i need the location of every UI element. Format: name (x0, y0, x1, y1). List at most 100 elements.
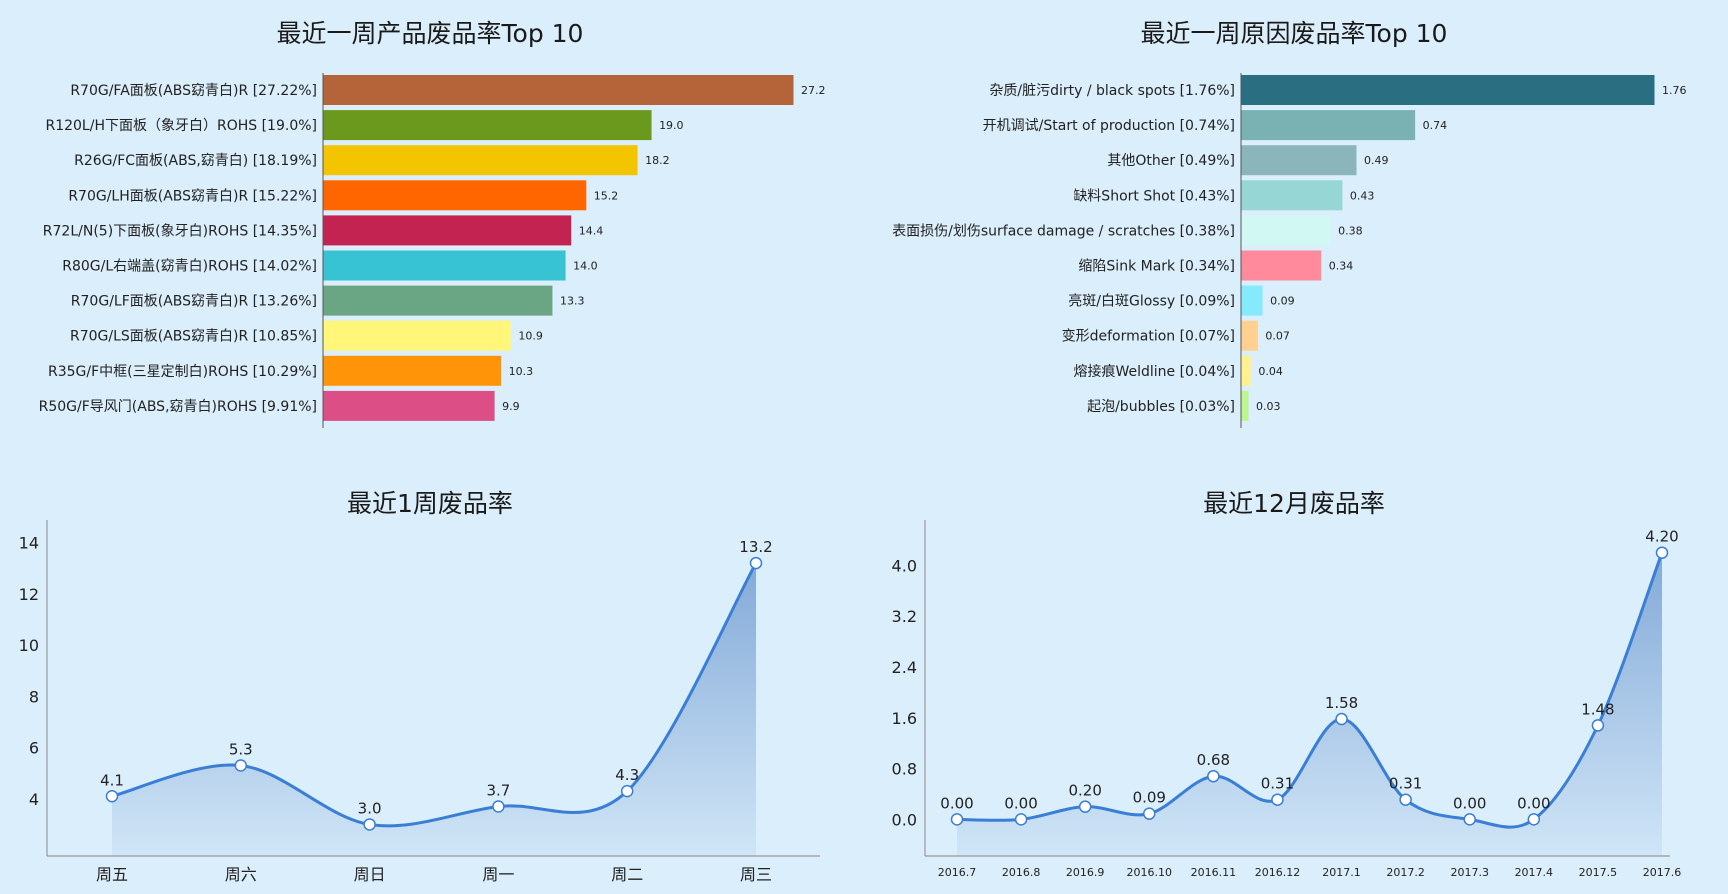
category-label: 杂质/脏污dirty / black spots [1.76%] (989, 83, 1235, 99)
x-tick-label: 2016.11 (1191, 866, 1237, 879)
bar (323, 390, 495, 421)
data-point (1463, 813, 1476, 826)
data-point (1335, 712, 1348, 726)
data-label: 4.1 (100, 771, 124, 789)
data-point (1591, 719, 1605, 732)
y-tick-label: 6 (29, 739, 39, 758)
product-scrap-rate-chart: R70G/FA面板(ABS窈青白)R [27.22%] 27.2 R120L/H下面… (39, 73, 826, 428)
category-label: 变形deformation [0.07%] (1062, 329, 1235, 345)
y-tick-label: 4.0 (892, 556, 917, 575)
bar (1241, 145, 1357, 176)
value-label: 0.04 (1258, 365, 1283, 378)
bar (323, 180, 587, 211)
category-label: R70G/LF面板(ABS窈青白)R [13.26%] (71, 293, 317, 310)
value-label: 0.34 (1329, 260, 1354, 273)
value-label: 9.9 (502, 400, 520, 413)
value-label: 0.07 (1265, 330, 1290, 343)
value-label: 0.43 (1350, 189, 1375, 202)
value-label: 0.74 (1423, 119, 1448, 132)
y-tick-label: 8 (29, 687, 39, 706)
value-label: 15.2 (594, 189, 619, 202)
weekly-scrap-rate-chart: 4 6 8 10 12 14 4.1 周五 5.3 周六 3.0 周日 3.7 周一 4.3 周二 13.2 周三 (19, 520, 820, 884)
category-label: 开机调试/Start of production [0.74%] (983, 118, 1235, 134)
value-label: 0.49 (1364, 154, 1389, 167)
data-label: 5.3 (229, 741, 253, 759)
y-tick-label: 4 (29, 790, 39, 809)
data-point (620, 784, 634, 798)
weekly-scrap-rate-panel: 最近1周废品率 4 6 8 10 12 14 4.1 周五 5.3 周六 3.0 周日 3.7 周一 4.3… (0, 470, 860, 894)
y-tick-label: 0.8 (892, 760, 917, 779)
bar (1241, 320, 1258, 351)
data-label: 0.31 (1389, 775, 1422, 793)
y-tick-label: 14 (19, 534, 39, 553)
bar (323, 355, 502, 386)
reason-scrap-rate-panel: 最近一周原因废品率Top 10 杂质/脏污dirty / black spots… (860, 0, 1728, 440)
category-label: 缺料Short Shot [0.43%] (1073, 188, 1235, 204)
chart-title: 最近一周产品废品率Top 10 (276, 19, 584, 48)
area-fill (112, 563, 756, 856)
x-tick-label: 2017.3 (1450, 866, 1489, 879)
data-label: 3.7 (486, 782, 510, 800)
bar (1241, 180, 1343, 211)
value-label: 18.2 (645, 154, 670, 167)
x-tick-label: 2017.2 (1386, 866, 1425, 879)
reason-scrap-rate-chart: 杂质/脏污dirty / black spots [1.76%] 1.76 开机调试… (892, 73, 1687, 428)
bar (323, 215, 572, 246)
category-label: R70G/FA面板(ABS窈青白)R [27.22%] (70, 82, 317, 99)
data-point (950, 813, 964, 826)
data-point (1207, 769, 1220, 783)
y-tick-label: 3.2 (892, 607, 917, 626)
chart-title: 最近12月废品率 (1203, 489, 1385, 518)
data-point (1655, 546, 1669, 559)
x-tick-label: 周二 (611, 865, 643, 884)
value-label: 14.4 (579, 224, 604, 237)
bar (323, 145, 638, 176)
value-label: 13.3 (560, 295, 585, 308)
x-tick-label: 2016.8 (1002, 866, 1041, 879)
data-point (1078, 800, 1092, 813)
category-label: R26G/FC面板(ABS,窈青白) [18.19%] (74, 152, 317, 169)
data-point (492, 800, 505, 813)
category-label: R120L/H下面板（象牙白）ROHS [19.0%] (45, 118, 317, 134)
category-label: R70G/LH面板(ABS窈青白)R [15.22%] (68, 187, 317, 204)
data-label: 0.00 (1453, 794, 1486, 812)
x-tick-label: 2017.5 (1579, 866, 1618, 879)
data-label: 4.3 (615, 766, 639, 784)
category-label: 起泡/bubbles [0.03%] (1087, 399, 1235, 415)
data-point (1014, 813, 1028, 826)
chart-title: 最近一周原因废品率Top 10 (1140, 19, 1448, 48)
bar (1241, 355, 1251, 386)
y-tick-label: 1.6 (892, 709, 917, 728)
bar (1241, 390, 1249, 421)
bar (323, 320, 511, 351)
category-label: 亮斑/白斑Glossy [0.09%] (1068, 293, 1235, 310)
value-label: 10.9 (518, 330, 543, 343)
value-label: 10.3 (509, 365, 534, 378)
value-label: 0.09 (1270, 295, 1295, 308)
y-tick-label: 10 (19, 636, 39, 655)
x-tick-label: 2017.1 (1322, 866, 1361, 879)
x-tick-label: 周六 (225, 865, 257, 884)
bar (323, 110, 652, 141)
value-label: 0.38 (1338, 224, 1363, 237)
monthly-scrap-rate-chart: 0.0 0.8 1.6 2.4 3.2 4.0 0.00 2016.7 0.00 2016.8 0.… (892, 520, 1681, 879)
category-label: R70G/LS面板(ABS窈青白)R [10.85%] (70, 328, 317, 345)
value-label: 19.0 (659, 119, 684, 132)
data-point (1399, 793, 1412, 806)
bar (1241, 285, 1263, 316)
data-label: 0.20 (1068, 782, 1101, 800)
category-label: R50G/F导风门(ABS,窈青白)ROHS [9.91%] (39, 398, 317, 415)
data-label: 1.58 (1325, 694, 1358, 712)
category-label: 熔接痕Weldline [0.04%] (1073, 363, 1235, 380)
value-label: 1.76 (1662, 84, 1687, 97)
bar (1241, 75, 1655, 105)
x-tick-label: 2016.9 (1066, 866, 1105, 879)
category-label: 表面损伤/划伤surface damage / scratches [0.38%… (892, 223, 1235, 239)
x-tick-label: 2016.12 (1255, 866, 1301, 879)
category-label: R80G/L右端盖(窈青白)ROHS [14.02%] (62, 258, 317, 275)
data-label: 0.00 (940, 794, 973, 812)
data-point (234, 759, 248, 772)
chart-title: 最近1周废品率 (347, 489, 513, 518)
category-label: R72L/N(5)下面板(象牙白)ROHS [14.35%] (43, 223, 317, 239)
x-tick-label: 周日 (354, 865, 386, 884)
